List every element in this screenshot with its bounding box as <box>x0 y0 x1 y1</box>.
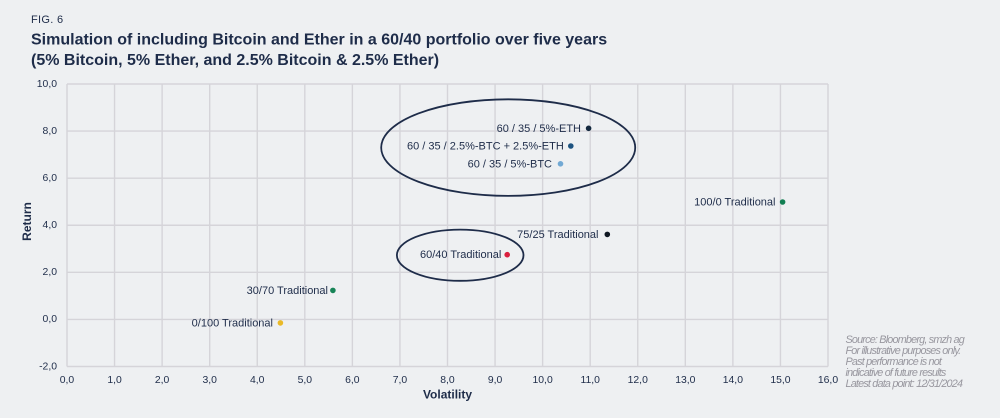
svg-text:2,0: 2,0 <box>43 267 58 278</box>
svg-text:6,0: 6,0 <box>43 173 58 184</box>
svg-text:60 / 35 / 2.5%-BTC + 2.5%-ETH: 60 / 35 / 2.5%-BTC + 2.5%-ETH <box>407 141 564 153</box>
svg-text:0,0: 0,0 <box>43 314 58 325</box>
svg-text:Latest data point: 12/31/2024: Latest data point: 12/31/2024 <box>846 378 963 390</box>
svg-text:indicative of future results: indicative of future results <box>846 367 947 379</box>
svg-text:8,0: 8,0 <box>43 126 58 137</box>
svg-text:60/40 Traditional: 60/40 Traditional <box>420 249 501 261</box>
svg-text:Return: Return <box>20 202 34 241</box>
svg-text:11,0: 11,0 <box>580 375 600 386</box>
svg-text:-2,0: -2,0 <box>39 361 57 372</box>
svg-text:0,0: 0,0 <box>60 375 75 386</box>
svg-text:13,0: 13,0 <box>675 375 695 386</box>
svg-text:60 / 35 / 5%-ETH: 60 / 35 / 5%-ETH <box>497 123 581 135</box>
svg-text:8,0: 8,0 <box>440 375 455 386</box>
svg-text:9,0: 9,0 <box>488 375 503 386</box>
svg-text:Simulation of including Bitcoi: Simulation of including Bitcoin and Ethe… <box>31 32 607 49</box>
svg-text:0/100 Traditional: 0/100 Traditional <box>192 317 273 329</box>
svg-text:Past performance is not: Past performance is not <box>846 356 943 368</box>
svg-text:16,0: 16,0 <box>818 375 838 386</box>
svg-text:100/0 Traditional: 100/0 Traditional <box>694 197 775 209</box>
svg-text:12,0: 12,0 <box>628 375 648 386</box>
svg-text:10,0: 10,0 <box>533 375 553 386</box>
svg-text:FIG. 6: FIG. 6 <box>31 14 63 26</box>
svg-text:1,0: 1,0 <box>107 375 122 386</box>
svg-text:14,0: 14,0 <box>723 375 743 386</box>
svg-text:7,0: 7,0 <box>393 375 408 386</box>
svg-text:15,0: 15,0 <box>770 375 790 386</box>
svg-text:60 / 35 / 5%-BTC: 60 / 35 / 5%-BTC <box>468 158 552 170</box>
svg-text:2,0: 2,0 <box>155 375 170 386</box>
svg-text:5,0: 5,0 <box>298 375 313 386</box>
svg-text:Source: Bloomberg, smzh ag: Source: Bloomberg, smzh ag <box>846 334 965 346</box>
svg-text:30/70 Traditional: 30/70 Traditional <box>247 285 328 297</box>
svg-text:4,0: 4,0 <box>43 220 58 231</box>
svg-text:6,0: 6,0 <box>345 375 360 386</box>
svg-text:4,0: 4,0 <box>250 375 265 386</box>
svg-text:For illustrative purposes only: For illustrative purposes only. <box>846 345 961 357</box>
svg-text:Volatility: Volatility <box>423 388 472 402</box>
svg-text:(5% Bitcoin, 5% Ether, and 2.5: (5% Bitcoin, 5% Ether, and 2.5% Bitcoin … <box>31 52 439 69</box>
svg-text:75/25 Traditional: 75/25 Traditional <box>517 229 598 241</box>
svg-text:10,0: 10,0 <box>37 79 57 90</box>
svg-text:3,0: 3,0 <box>202 375 217 386</box>
